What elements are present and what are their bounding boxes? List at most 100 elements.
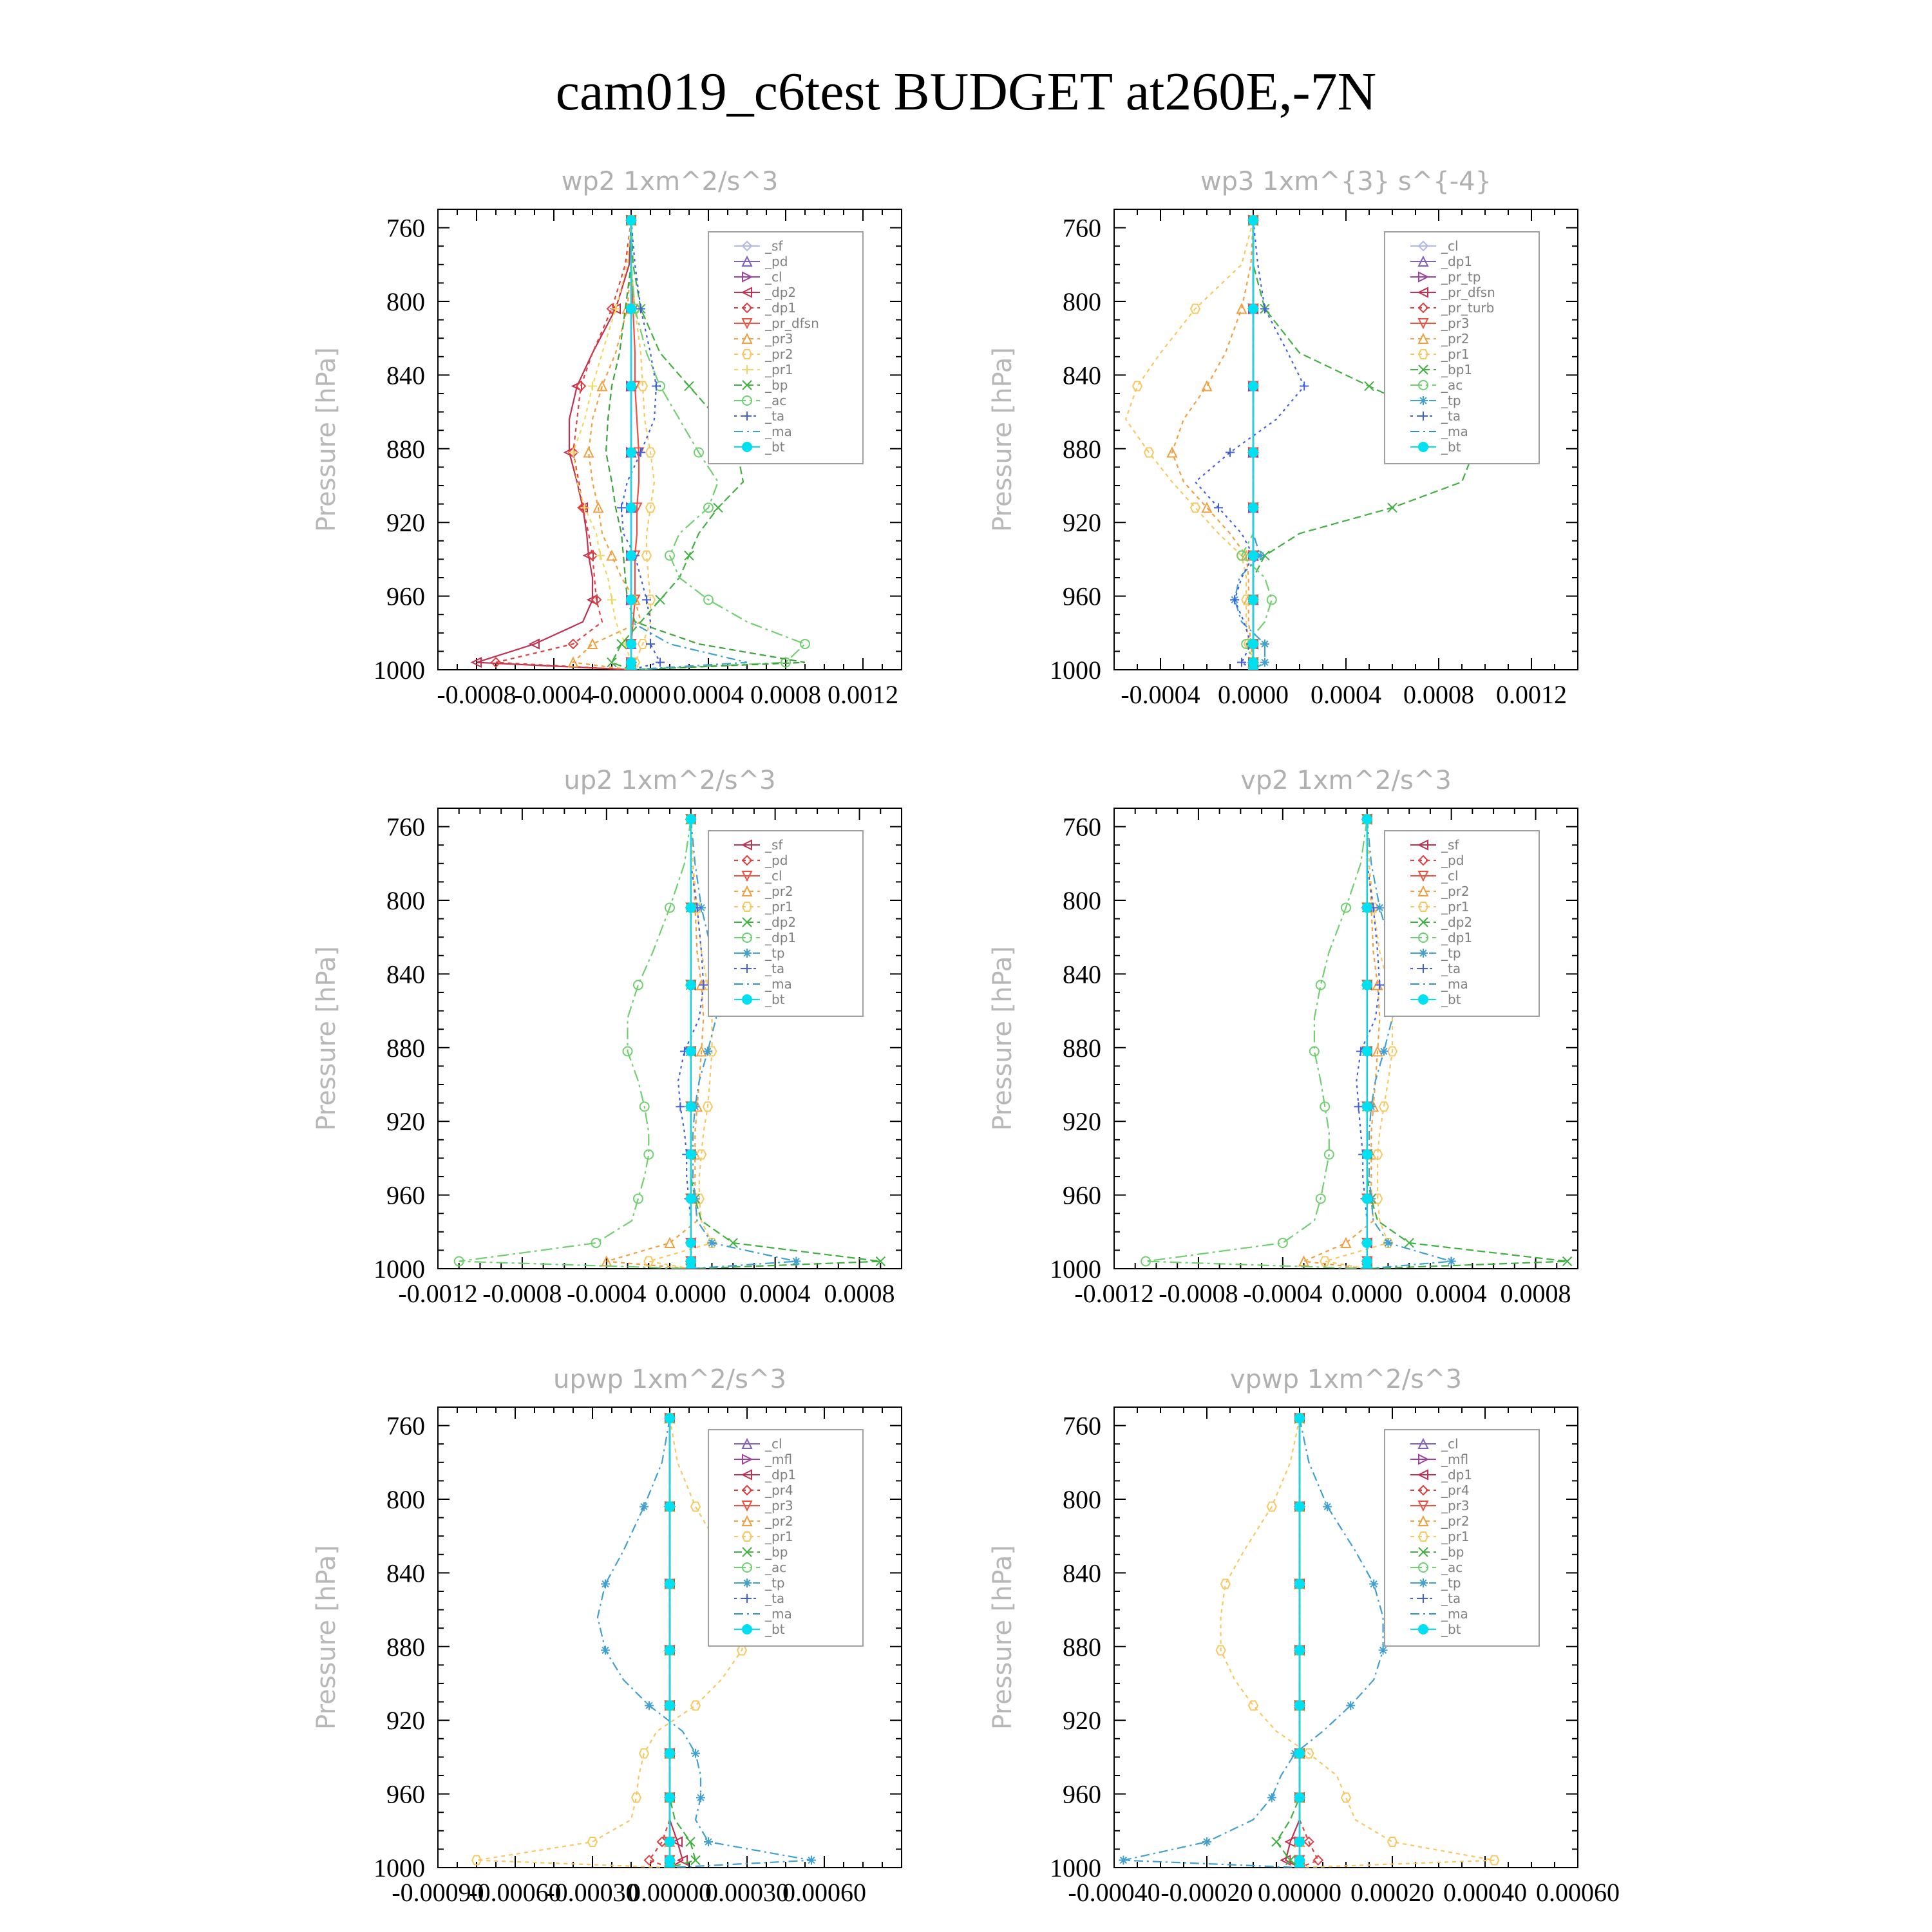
panel-title: wp3 1xm^{3} s^{-4} (1200, 167, 1492, 196)
y-tick-label: 1000 (1050, 656, 1101, 685)
legend-marker (741, 240, 753, 252)
data-point (1294, 1700, 1305, 1711)
data-point (1298, 1255, 1310, 1267)
data-point (567, 638, 579, 650)
panel-5: upwp 1xm^2/s^3 Pressure [hPa] 760 800 840 880… (312, 1365, 902, 1907)
legend-marker (741, 255, 753, 267)
x-tick-label: 0.00060 (1536, 1878, 1620, 1907)
x-tick-label: 0.0004 (740, 1279, 811, 1308)
data-point (592, 502, 604, 513)
legend-entry: _pr_dfsn (764, 316, 819, 331)
y-tick-label: 920 (1063, 1107, 1101, 1136)
legend-marker (1419, 1578, 1428, 1587)
legend-marker (1417, 1515, 1429, 1526)
data-point (643, 1256, 654, 1267)
legend-entry: _pr1 (764, 1529, 793, 1544)
data-point (1143, 447, 1155, 458)
legend-entry: _bp1 (1441, 362, 1472, 377)
legend-marker (1419, 396, 1428, 405)
y-tick-label: 800 (386, 1485, 425, 1514)
legend-marker (1417, 871, 1429, 882)
legend-marker (1417, 1501, 1429, 1512)
legend-entry: _pr1 (764, 362, 793, 377)
data-point (637, 381, 649, 392)
data-point (665, 1645, 675, 1656)
data-point (665, 1792, 675, 1803)
y-tick-label: 760 (386, 813, 425, 842)
data-point (1387, 1836, 1398, 1847)
legend-marker (1417, 902, 1429, 912)
data-point (1354, 1102, 1363, 1112)
data-point (1562, 1256, 1573, 1267)
data-point (1346, 1701, 1356, 1710)
legend-marker (1418, 917, 1428, 927)
data-point (1277, 1237, 1288, 1248)
data-point (1201, 502, 1213, 513)
legend-marker (741, 1501, 753, 1512)
data-point (587, 638, 598, 649)
data-point (1294, 1836, 1305, 1847)
data-point (684, 381, 694, 392)
legend-box (708, 231, 864, 464)
legend-entry: _pr3 (1441, 1498, 1470, 1513)
legend-marker (1418, 365, 1428, 375)
legend-marker (1417, 302, 1429, 314)
y-tick-label: 800 (386, 287, 425, 316)
legend-marker (743, 412, 752, 421)
data-point (1369, 1579, 1379, 1589)
data-point (1226, 448, 1235, 457)
legend-marker (743, 1578, 752, 1587)
series-group (1124, 214, 1479, 670)
data-point (1294, 1645, 1305, 1656)
series-group (1141, 813, 1573, 1269)
data-point (1202, 1837, 1211, 1846)
x-tick-label: -0.0004 (1121, 680, 1200, 709)
x-tick-label: -0.0012 (398, 1279, 477, 1308)
legend-marker (741, 1515, 753, 1526)
legend-marker (1418, 994, 1428, 1005)
data-point (577, 502, 589, 513)
data-point (1220, 1578, 1231, 1589)
y-tick-label: 800 (386, 886, 425, 915)
data-point (583, 446, 594, 458)
data-point (1248, 381, 1258, 392)
data-point (616, 639, 627, 649)
legend-entry: _pr2 (1441, 331, 1470, 346)
x-tick-label: 0.0004 (1311, 680, 1381, 709)
legend: _sf_pd_cl_pr2_pr1_dp2_dp1_tp_ta_ma_bt (1384, 830, 1540, 1017)
data-point (703, 502, 714, 513)
y-tick-label: 840 (386, 1558, 425, 1587)
legend: _cl_mfl_dp1_pr4_pr3_pr2_pr1_bp_ac_tp_ta_… (1384, 1429, 1540, 1647)
y-tick-label: 960 (1063, 582, 1101, 611)
legend-entry: _tp (1441, 393, 1461, 408)
legend-marker (1417, 855, 1429, 866)
legend-marker (743, 949, 752, 958)
data-point (791, 1256, 801, 1266)
x-tick-label: -0.0008 (482, 1279, 562, 1308)
x-tick-label: -0.00040 (1068, 1878, 1160, 1907)
legend-marker (743, 964, 752, 973)
y-tick-label: 840 (386, 960, 425, 989)
data-point (1294, 1501, 1305, 1512)
y-tick-label: 880 (386, 435, 425, 464)
data-point (1375, 980, 1385, 990)
data-point (571, 380, 582, 392)
legend-entry: _pd (1441, 853, 1464, 868)
y-axis-label: Pressure [hPa] (312, 347, 341, 532)
legend-entry: _bt (764, 1622, 785, 1637)
x-tick-label: 0.00020 (1350, 1878, 1434, 1907)
legend-marker (1417, 1484, 1429, 1496)
data-point (1248, 303, 1258, 314)
data-point (656, 658, 665, 667)
data-point (685, 1149, 696, 1160)
y-tick-label: 1000 (374, 1255, 425, 1283)
panel-title: up2 1xm^2/s^3 (564, 766, 775, 795)
data-point (601, 1579, 610, 1589)
data-point (1383, 1238, 1393, 1247)
y-tick-label: 920 (1063, 508, 1101, 537)
series-line-dp1 (1145, 819, 1368, 1269)
data-point (645, 502, 656, 513)
legend-entry: _pr2 (764, 346, 793, 362)
legend-entry: _tp (1441, 1575, 1461, 1591)
legend-marker (741, 318, 753, 330)
